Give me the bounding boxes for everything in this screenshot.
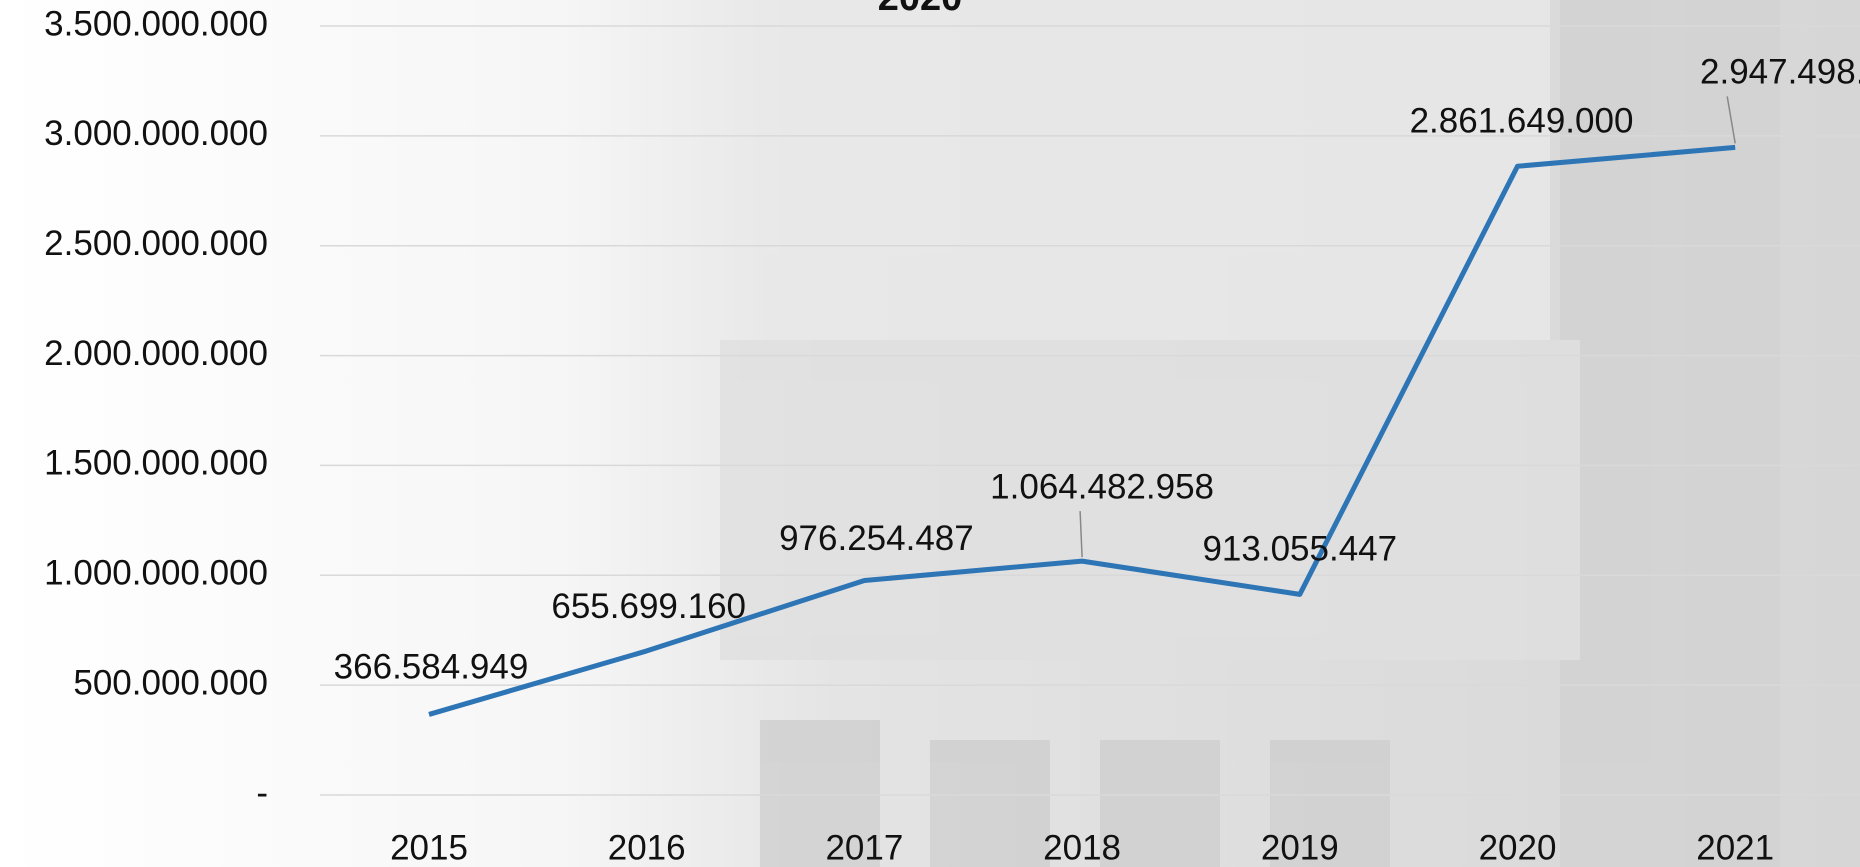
data-label: 366.584.949: [334, 648, 529, 687]
y-tick-label: 3.000.000.000: [44, 114, 268, 153]
y-tick-label: 3.500.000.000: [44, 4, 268, 43]
x-tick-label: 2018: [1043, 828, 1121, 867]
data-label: 2.861.649.000: [1410, 102, 1634, 141]
y-tick-label: 500.000.000: [73, 663, 268, 702]
x-tick-label: 2021: [1696, 828, 1774, 867]
y-tick-label: 1.000.000.000: [44, 554, 268, 593]
line: [428, 144, 1736, 717]
data-label: 2.947.498.470: [1700, 53, 1860, 92]
chart-title: 2020: [878, 0, 963, 19]
data-label: 913.055.447: [1202, 530, 1397, 569]
data-label: 976.254.487: [779, 519, 974, 558]
x-tick-label: 2019: [1261, 828, 1339, 867]
y-tick-label: 2.500.000.000: [44, 224, 268, 263]
y-tick-label: 2.000.000.000: [44, 334, 268, 373]
data-label: 1.064.482.958: [990, 467, 1214, 506]
building: [720, 0, 1780, 867]
x-tick-label: 2017: [825, 828, 903, 867]
x-tick-label: 2016: [608, 828, 686, 867]
leader-line: [1726, 96, 1736, 144]
x-tick-label: 2015: [390, 828, 468, 867]
x-tick-label: 2020: [1479, 828, 1557, 867]
y-tick-label: 1.500.000.000: [44, 444, 268, 483]
y-tick-label: -: [256, 773, 268, 812]
leader-line: [1079, 511, 1083, 558]
data-label: 655.699.160: [551, 587, 746, 626]
